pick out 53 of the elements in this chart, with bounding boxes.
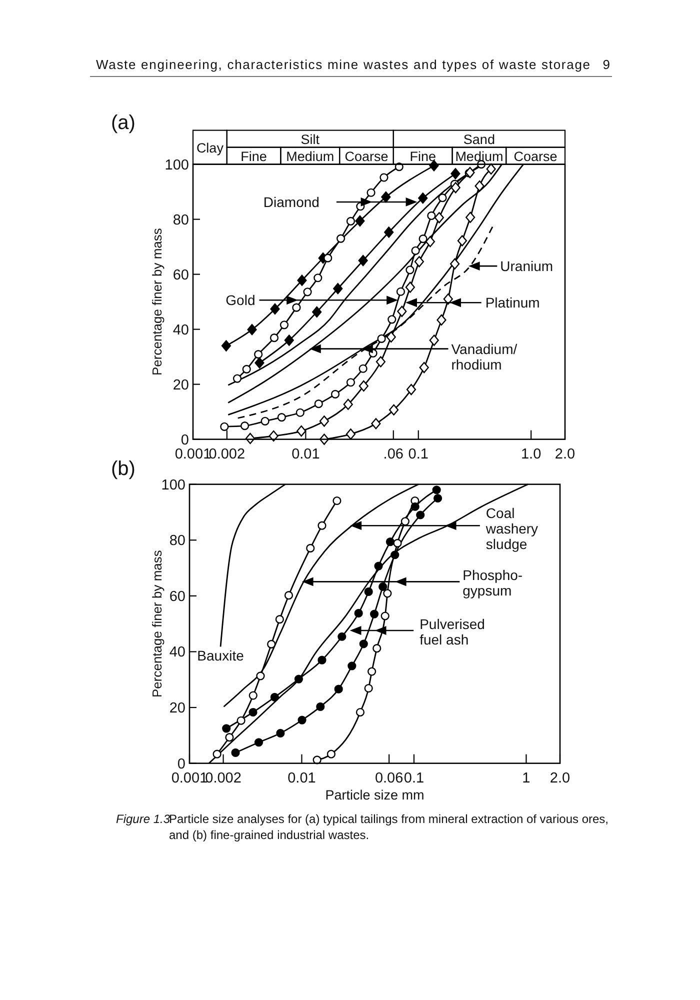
x-tick-label: 2.0 [554, 446, 576, 462]
annotation: Phospho- gypsum [462, 567, 523, 599]
x-axis-title: Particle size mm [325, 787, 424, 802]
y-tick-label: 100 [164, 157, 189, 174]
y-tick-label: 60 [172, 267, 189, 284]
text: Coarse [514, 148, 558, 164]
chart-title: (b) [111, 458, 136, 480]
y-axis-title: Percentage finer by mass [150, 550, 165, 698]
y-tick-label: 60 [169, 588, 186, 605]
x-tick-label: 0.1 [404, 770, 424, 786]
x-tick-label: 0.002 [208, 446, 246, 462]
text: Sand [463, 132, 495, 147]
y-tick-label: 20 [169, 700, 186, 716]
text: Waste engineering, characteristics mine wastes and types of waste storage [96, 57, 590, 72]
text: Coarse [344, 148, 388, 164]
annotation: Coal washery sludge [484, 505, 538, 552]
x-tick-label: 0.001 [171, 770, 208, 786]
x-tick-label: 0.002 [205, 770, 242, 786]
x-tick-label: 0.001 [174, 446, 212, 462]
text: Fine [240, 148, 267, 164]
annotation: Gold [226, 292, 256, 308]
text: Particle size analyses for (a) typical tailings from mineral extraction of various ores, and (b) fine-grained industrial wastes. [169, 812, 608, 842]
y-tick-label: 0 [180, 432, 189, 448]
y-tick-label: 20 [172, 377, 189, 394]
y-tick-label: 0 [177, 756, 186, 772]
text: Silt [300, 132, 320, 147]
x-tick-label: 0.1 [408, 446, 428, 462]
text: Clay [196, 140, 224, 156]
annotation: Vanadium/ rhodium [451, 340, 518, 372]
text: Fine [410, 148, 436, 164]
annotation: Platinum [485, 294, 540, 311]
caption: Figure 1.3 [116, 812, 170, 826]
x-tick-label: 1.0 [520, 446, 542, 462]
x-tick-label: 0.06 [374, 770, 404, 786]
x-tick-label: 2.0 [550, 770, 570, 786]
annotation: Uranium [500, 258, 554, 274]
x-tick-label: 0.01 [292, 446, 320, 462]
y-tick-label: 80 [169, 533, 186, 550]
y-tick-label: 40 [169, 644, 186, 661]
x-tick-label: 0.01 [288, 770, 316, 786]
text: Medium [455, 148, 504, 164]
y-tick-label: 100 [161, 477, 186, 494]
y-axis-title: Percentage finer by mass [150, 228, 165, 376]
annotation: Diamond [263, 194, 320, 210]
x-tick-label: .06 [383, 446, 404, 462]
text: Medium [286, 148, 334, 164]
y-tick-label: 80 [172, 212, 189, 228]
annotation: Pulverised fuel ash [420, 616, 485, 648]
chart-title: (a) [111, 112, 136, 134]
text: 9 [602, 57, 610, 72]
annotation: Bauxite [197, 648, 244, 664]
y-tick-label: 40 [172, 322, 189, 338]
x-tick-label: 1 [522, 770, 530, 786]
